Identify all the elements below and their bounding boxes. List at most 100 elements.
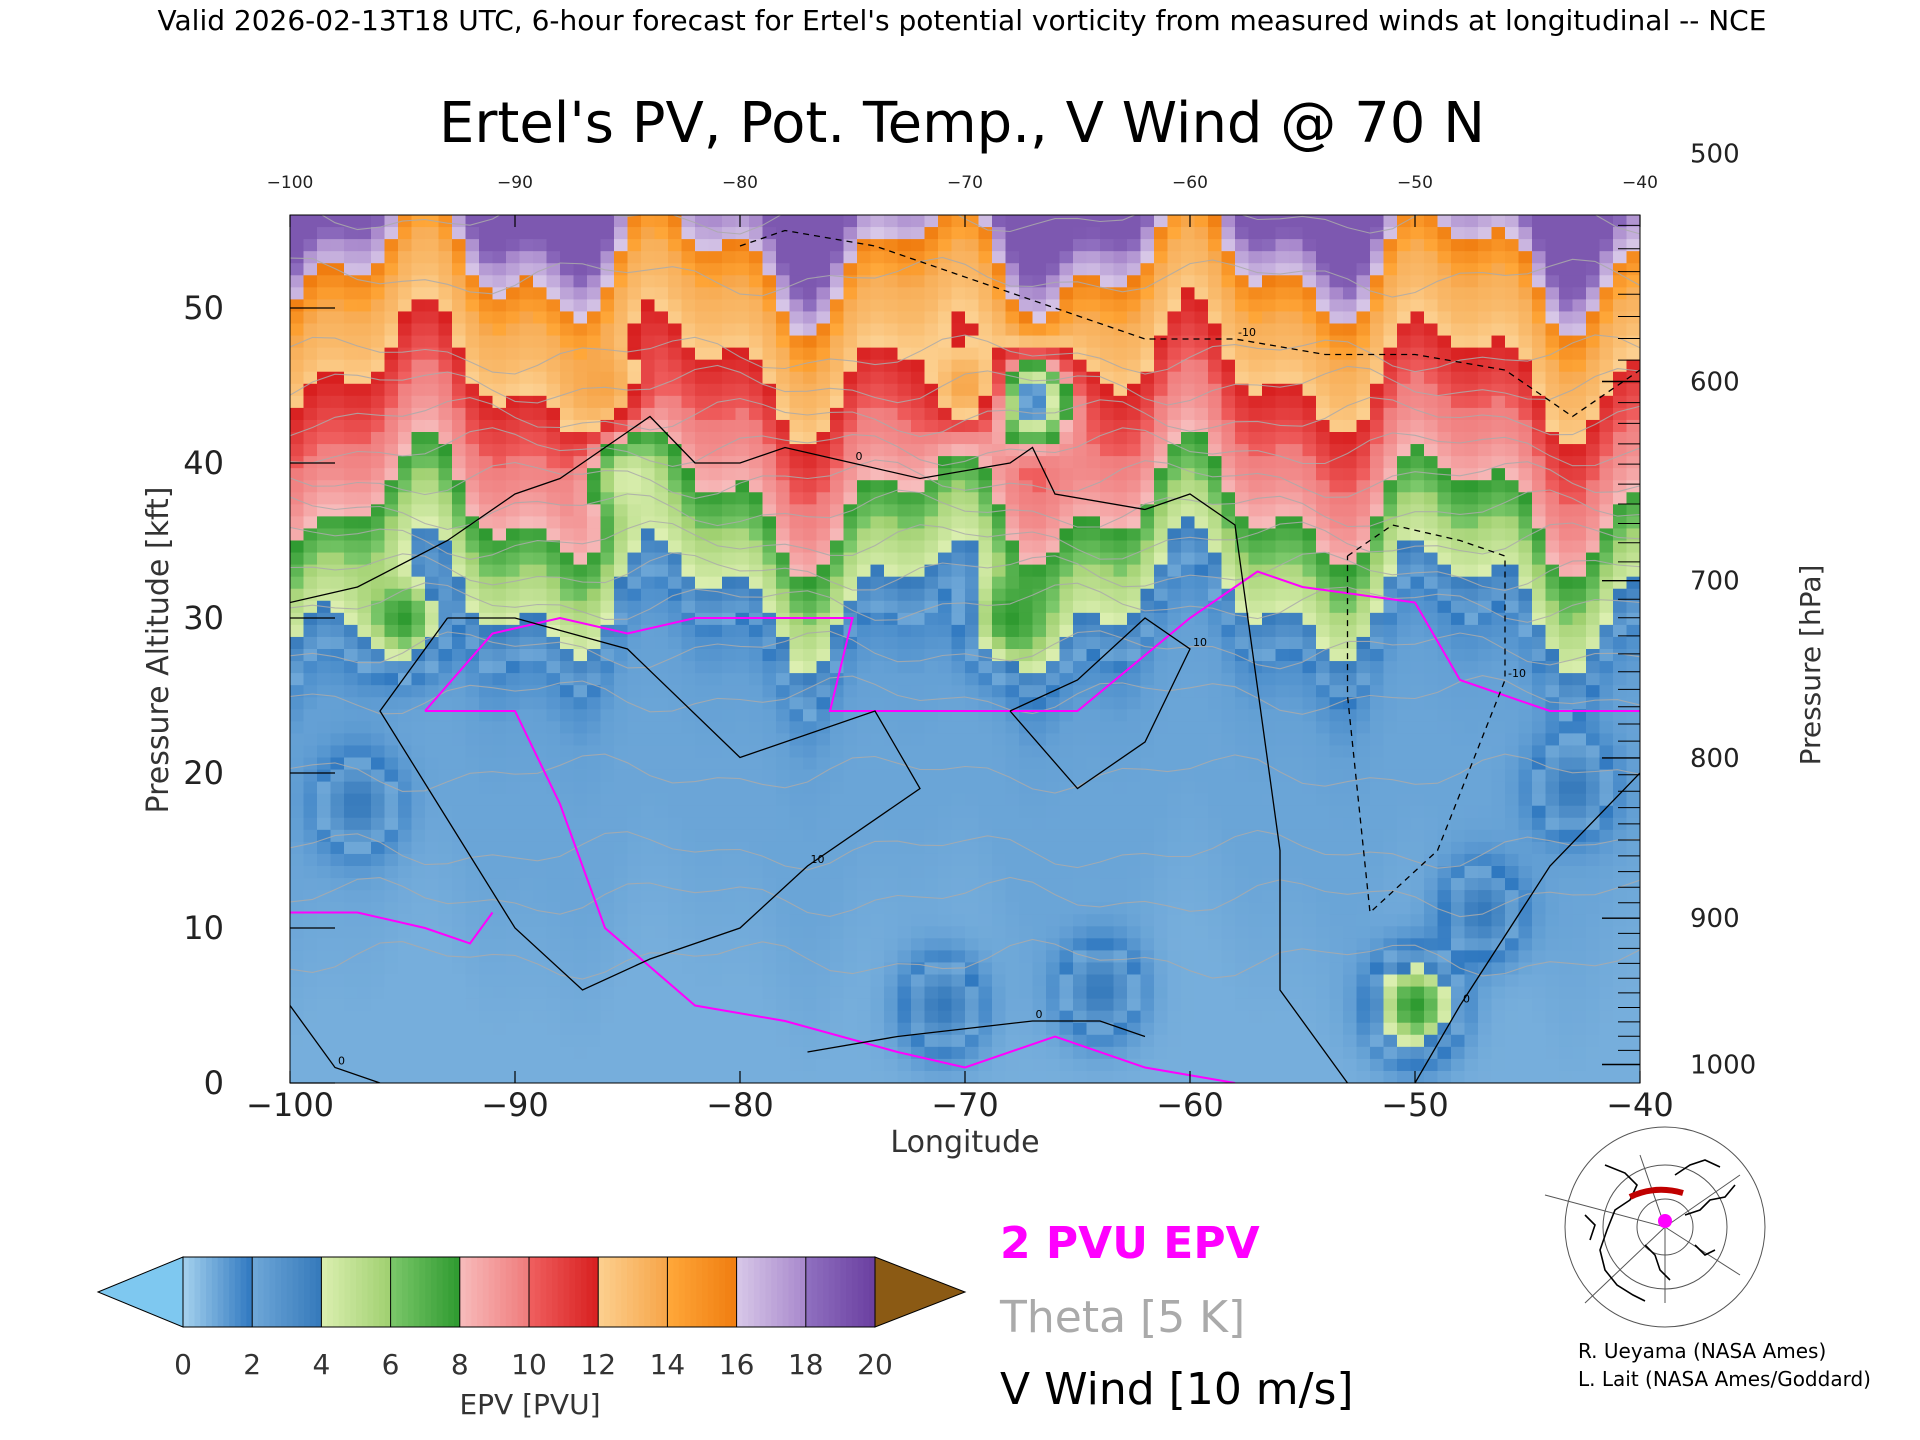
epv-cell [479,781,494,795]
epv-cell [938,1070,953,1083]
epv-cell [843,974,858,988]
epv-cell [951,1034,966,1048]
epv-cell [1140,395,1155,409]
epv-cell [884,287,899,300]
epv-cell [479,456,494,469]
epv-cell [1005,721,1020,734]
epv-cell [735,636,750,650]
epv-cell [1208,649,1223,662]
epv-cell [290,576,305,590]
epv-cell [533,251,548,264]
epv-cell [884,938,899,951]
epv-cell [627,347,642,361]
epv-cell [762,1058,777,1072]
epv-cell [938,1034,953,1048]
epv-cell [357,227,372,240]
epv-cell [1194,649,1209,662]
epv-cell [290,793,305,807]
epv-cell [492,733,507,747]
epv-cell [1127,1010,1142,1024]
epv-cell [425,359,440,373]
epv-cell [1086,902,1101,915]
epv-cell [951,359,966,373]
epv-cell [330,432,345,445]
epv-cell [978,347,993,361]
epv-cell [1059,805,1074,819]
epv-cell [830,914,845,927]
epv-cell [1073,299,1088,313]
epv-cell [627,215,642,228]
epv-cell [317,673,332,686]
epv-cell [398,540,413,554]
epv-cell [357,552,372,566]
epv-cell [614,407,629,421]
epv-cell [830,962,845,976]
epv-cell [911,938,926,951]
epv-cell [681,528,696,542]
epv-cell [533,263,548,276]
epv-cell [330,468,345,481]
epv-cell [587,938,602,951]
epv-cell [303,1058,318,1072]
epv-cell [735,649,750,662]
epv-cell [776,793,791,807]
epv-cell [614,1034,629,1048]
epv-cell [1113,311,1128,325]
epv-cell [411,504,426,517]
epv-cell [1194,359,1209,373]
epv-cell [573,745,588,759]
epv-cell [344,709,359,722]
epv-cell [587,914,602,927]
epv-cell [384,335,399,349]
epv-cell [722,938,737,951]
epv-cell [1194,335,1209,349]
epv-cell [722,540,737,554]
epv-cell [465,661,480,674]
epv-cell [1086,998,1101,1012]
epv-cell [587,1022,602,1036]
epv-cell [965,1034,980,1048]
epv-cell [290,950,305,964]
epv-cell [641,902,656,915]
epv-cell [357,504,372,517]
epv-cell [627,263,642,276]
epv-cell [533,709,548,722]
epv-cell [938,853,953,867]
epv-cell [762,649,777,662]
epv-cell [533,866,548,879]
epv-cell [911,552,926,566]
epv-cell [330,1070,345,1083]
epv-cell [627,1022,642,1036]
epv-cell [573,239,588,252]
epv-cell [1046,866,1061,879]
epv-cell [1194,1058,1209,1072]
epv-cell [749,552,764,566]
epv-cell [735,974,750,988]
epv-cell [992,516,1007,530]
epv-cell [938,227,953,240]
epv-cell [519,227,534,240]
epv-cell [1208,311,1223,325]
epv-cell [546,1058,561,1072]
epv-cell [371,878,386,891]
epv-cell [830,564,845,578]
epv-cell [573,624,588,638]
epv-cell [330,769,345,783]
epv-cell [1019,962,1034,976]
epv-cell [506,661,521,674]
epv-cell [803,1022,818,1036]
epv-cell [654,1070,669,1083]
epv-cell [911,1034,926,1048]
epv-cell [654,468,669,481]
epv-cell [749,600,764,614]
epv-cell [897,805,912,819]
epv-cell [843,938,858,951]
epv-cell [1019,564,1034,578]
epv-cell [344,492,359,505]
epv-cell [344,745,359,759]
epv-cell [722,685,737,698]
epv-cell [884,564,899,578]
epv-cell [897,456,912,469]
epv-cell [1194,395,1209,409]
